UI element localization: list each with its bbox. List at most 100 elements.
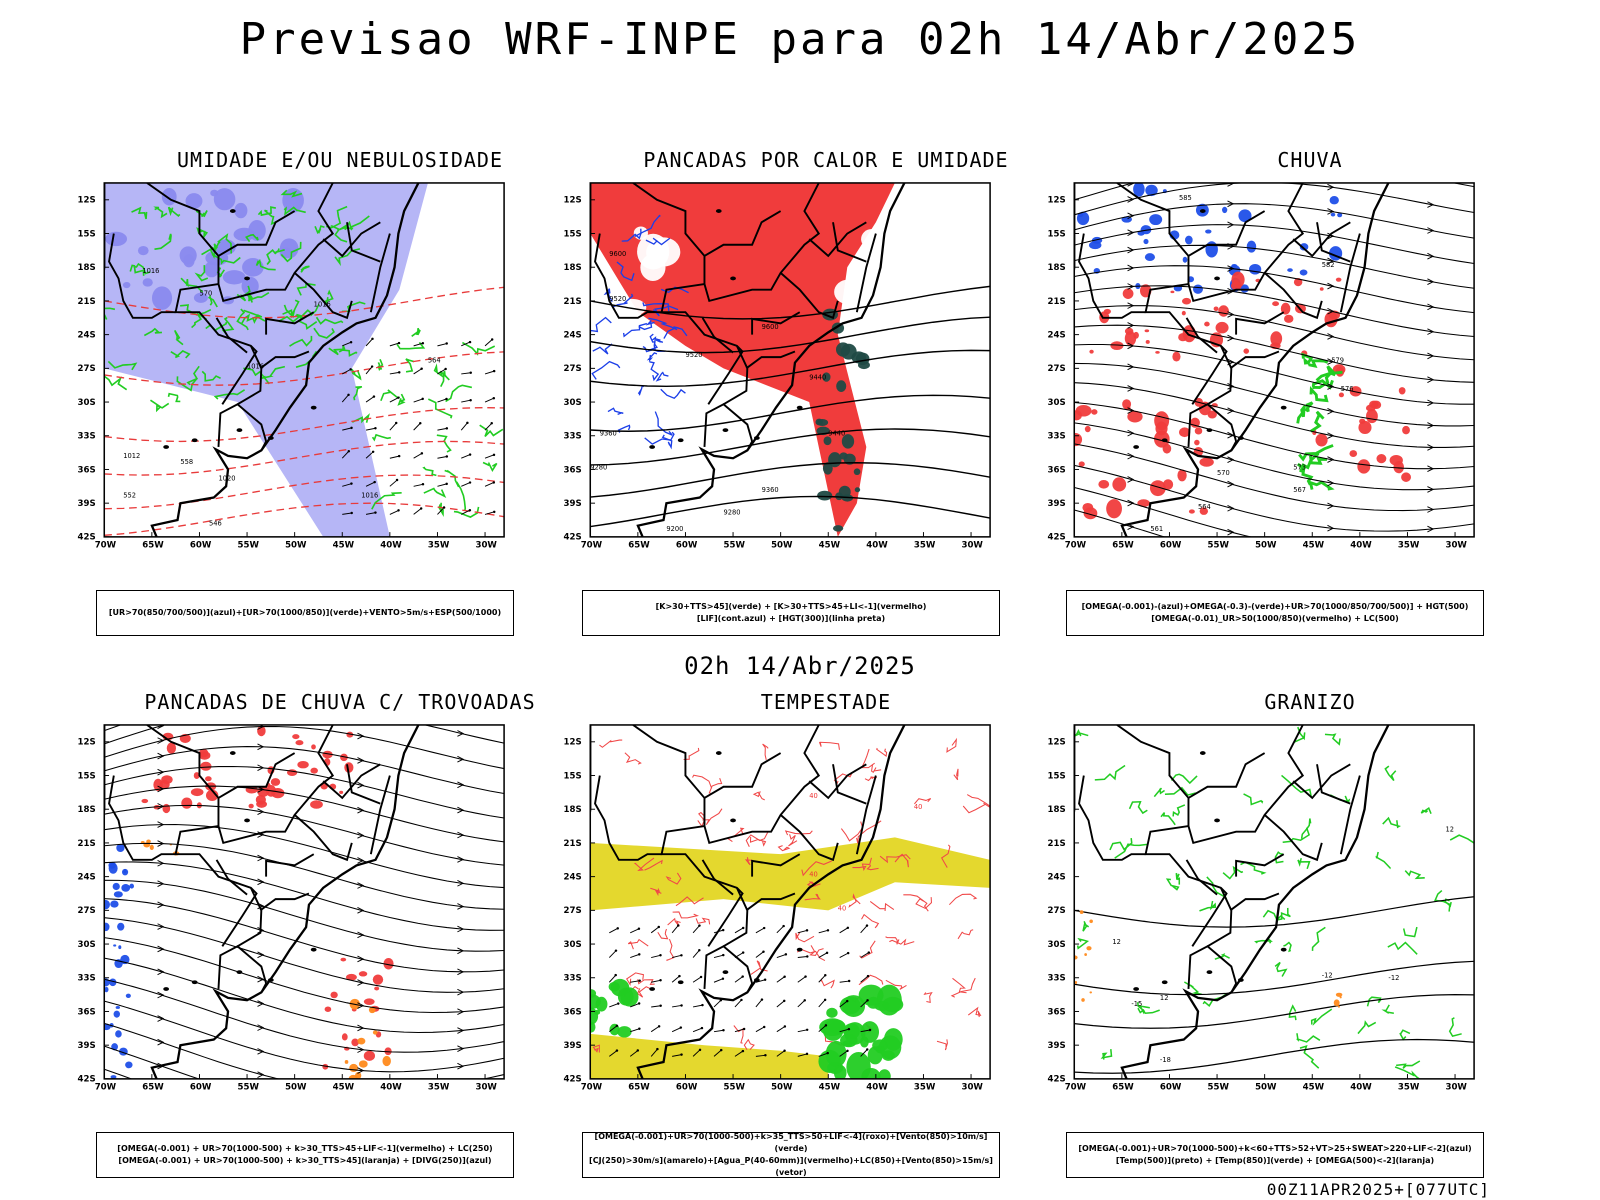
divergence-blue-area (104, 899, 110, 910)
temp500-contour (1074, 896, 1475, 928)
wind-vector (492, 453, 496, 457)
humidity-high-area (233, 227, 255, 242)
contour-label: 1016 (247, 362, 264, 370)
flow-arrow (457, 968, 465, 976)
rain-red-area (1172, 351, 1181, 362)
humidity-low-area (455, 481, 467, 512)
wind-vector (420, 452, 424, 455)
wind-vector (460, 422, 468, 431)
water-contour (871, 764, 882, 774)
border-line (1339, 775, 1361, 855)
water-contour (666, 938, 675, 962)
thunderstorm-red-area (345, 973, 357, 981)
flow-arrow (357, 1002, 365, 1009)
water-contour (967, 1006, 982, 1018)
rain-red-area (1335, 277, 1342, 282)
lat-tick-label: 33S (1047, 432, 1065, 442)
humidity-low-area (371, 433, 391, 442)
panel-title: TEMPESTADE (760, 690, 892, 714)
border-line (1263, 272, 1323, 320)
wind-vector (461, 482, 471, 487)
humidity-low-area (150, 399, 170, 413)
contour-label: 9520 (685, 351, 702, 359)
wind-vector (609, 1003, 619, 1008)
flow-arrow (157, 821, 165, 828)
humidity-high-area (142, 278, 153, 287)
wind-vector (342, 341, 352, 347)
water-contour (953, 768, 959, 781)
wind-green-area (826, 1007, 838, 1018)
wind-vector (825, 951, 829, 955)
contour-label: 9520 (609, 295, 626, 303)
border-line (1235, 853, 1285, 877)
lon-tick-label: 40W (380, 1082, 402, 1092)
flow-arrow (1327, 456, 1335, 463)
thunderstorm-red-area (374, 986, 380, 991)
lat-tick-label: 30S (563, 398, 581, 408)
border-line (1229, 892, 1280, 912)
humidity-low-area (245, 233, 259, 243)
flow-arrow (257, 808, 265, 816)
lat-tick-label: 33S (563, 974, 581, 984)
wind-vector (721, 977, 725, 980)
omega-blue-area (1299, 269, 1308, 276)
flow-arrow (157, 945, 165, 953)
map-frame (1073, 182, 1475, 538)
border-line (632, 724, 706, 799)
flow-arrow (1327, 232, 1335, 240)
wind-vector (493, 510, 496, 514)
wind-vector (713, 1029, 724, 1033)
humidity-low-area (194, 265, 209, 282)
wind-vector (614, 949, 618, 952)
flow-arrow (1227, 311, 1235, 318)
water-contour (879, 854, 911, 864)
humidity-low-area (313, 327, 335, 339)
flow-arrow (357, 931, 365, 939)
border-line (293, 272, 353, 320)
wind-vector (615, 1024, 619, 1028)
wind-vector (734, 927, 744, 934)
thunderstorm-red-area (297, 760, 309, 769)
wind-vector (615, 1049, 619, 1052)
lake (753, 978, 760, 982)
lon-tick-label: 55W (1207, 540, 1229, 550)
wind-vector (860, 952, 870, 958)
streamline (104, 1045, 201, 1079)
wind-vector (468, 481, 472, 484)
legend-box: [OMEGA(-0.001)+UR>70(1000-500)+k<60+TTS>… (1066, 1132, 1484, 1178)
flow-arrow (257, 1048, 265, 1055)
border-line (660, 255, 744, 405)
lifted-index-contour (592, 343, 613, 355)
wind-vector (617, 1002, 620, 1005)
map-plot: 1016570101610201016101255855254610165641… (77, 182, 505, 550)
lat-tick-label: 33S (77, 432, 95, 442)
wind-vector (866, 974, 870, 978)
rain-red-area (1204, 321, 1210, 327)
streamline (104, 804, 505, 866)
legend-box: [OMEGA(-0.001)-(azul)+OMEGA(-0.3)-(verde… (1066, 590, 1484, 636)
wind-vector (484, 422, 493, 431)
wind-vector (698, 924, 701, 927)
water-contour (952, 977, 967, 994)
border-line (259, 350, 310, 370)
flow-arrow (1227, 334, 1235, 342)
wind-vector (797, 956, 808, 959)
wind-vector (797, 976, 806, 983)
humidity-low-area (176, 376, 198, 392)
flow-arrow (1327, 358, 1335, 365)
lon-tick-label: 65W (628, 1082, 650, 1092)
humidity-low-area (396, 341, 426, 350)
temp850-contour (1449, 834, 1475, 844)
thunderstorm-orange-area (349, 1063, 359, 1073)
water-contour (820, 978, 835, 989)
rain-red-area (1106, 499, 1122, 519)
lake (1206, 428, 1213, 433)
flow-arrow (157, 785, 165, 793)
humidity-low-area (261, 365, 286, 379)
rain-red-area (1194, 427, 1203, 435)
border-line (265, 853, 315, 877)
humidity-low-area (133, 262, 151, 275)
flow-arrow (257, 1024, 265, 1031)
water-contour (962, 802, 991, 814)
divergence-blue-area (113, 1010, 120, 1018)
